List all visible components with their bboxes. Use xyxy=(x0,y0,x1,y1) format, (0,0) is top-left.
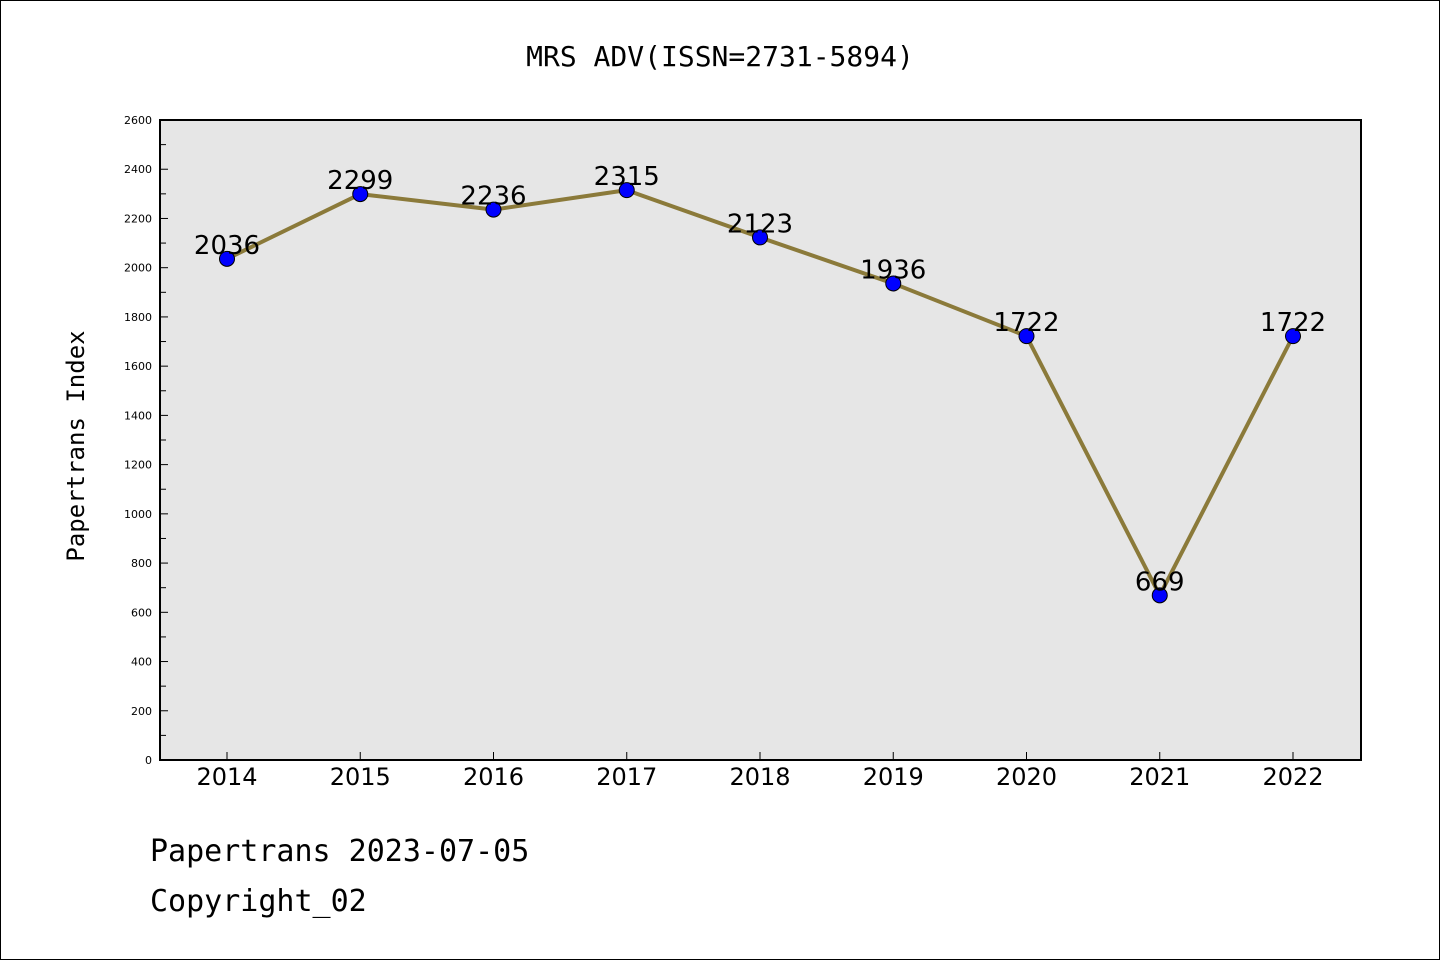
y-tick-label: 600 xyxy=(131,606,152,619)
y-axis-label: Papertrans Index xyxy=(62,330,90,561)
data-point xyxy=(618,182,635,199)
x-tick-label: 2021 xyxy=(1129,763,1190,791)
y-tick-label: 1800 xyxy=(124,311,152,324)
x-tick-label: 2020 xyxy=(996,763,1057,791)
data-point xyxy=(1151,587,1168,604)
data-label: 2123 xyxy=(727,209,793,239)
y-tick-label: 0 xyxy=(145,754,152,767)
data-label: 1722 xyxy=(1260,308,1326,338)
chart-title: MRS ADV(ISSN=2731-5894) xyxy=(526,40,914,73)
data-label: 1722 xyxy=(993,308,1059,338)
x-tick-label: 2022 xyxy=(1262,763,1323,791)
x-tick-label: 2018 xyxy=(729,763,790,791)
data-label: 2299 xyxy=(327,166,393,196)
y-tick-label: 400 xyxy=(131,656,152,669)
x-tick-label: 2015 xyxy=(330,763,391,791)
y-tick-label: 200 xyxy=(131,705,152,718)
data-point xyxy=(352,186,369,203)
y-tick-label: 800 xyxy=(131,557,152,570)
data-point xyxy=(1018,328,1035,345)
data-label: 2036 xyxy=(194,231,260,261)
footer-date: Papertrans 2023-07-05 xyxy=(150,834,530,869)
y-tick-label: 2400 xyxy=(124,163,152,176)
x-tick-label: 2017 xyxy=(596,763,657,791)
data-point xyxy=(219,250,235,267)
y-tick-label: 1200 xyxy=(124,459,152,472)
data-label: 1936 xyxy=(860,255,926,285)
y-tick-label: 2000 xyxy=(124,262,152,275)
footer-copyright: Copyright_02 xyxy=(150,884,367,919)
x-tick-label: 2014 xyxy=(196,763,257,791)
plot-area xyxy=(159,119,1362,761)
y-tick-label: 1600 xyxy=(124,360,152,373)
y-tick-label: 1000 xyxy=(124,508,152,521)
data-label: 2315 xyxy=(594,162,660,192)
data-point xyxy=(885,275,902,292)
data-point xyxy=(485,201,502,218)
data-point xyxy=(1285,328,1301,345)
data-labels: 2036 2299 2236 2315 2123 1936 1722 669 1722 xyxy=(194,162,1326,597)
y-tick-label: 2600 xyxy=(124,114,152,127)
y-axis: 0 200 400 600 800 1000 1200 1400 1600 1800 2000 220… xyxy=(124,114,168,767)
data-label: 669 xyxy=(1135,567,1185,597)
x-tick-label: 2016 xyxy=(463,763,524,791)
y-tick-label: 2200 xyxy=(124,212,152,225)
data-label: 2236 xyxy=(460,182,526,212)
x-tick-label: 2019 xyxy=(863,763,924,791)
y-tick-label: 1400 xyxy=(124,409,152,422)
x-axis: 2014 2015 2016 2017 2018 2019 2020 2021 2022 xyxy=(196,752,1324,791)
data-point xyxy=(752,229,768,246)
data-points xyxy=(219,182,1301,604)
